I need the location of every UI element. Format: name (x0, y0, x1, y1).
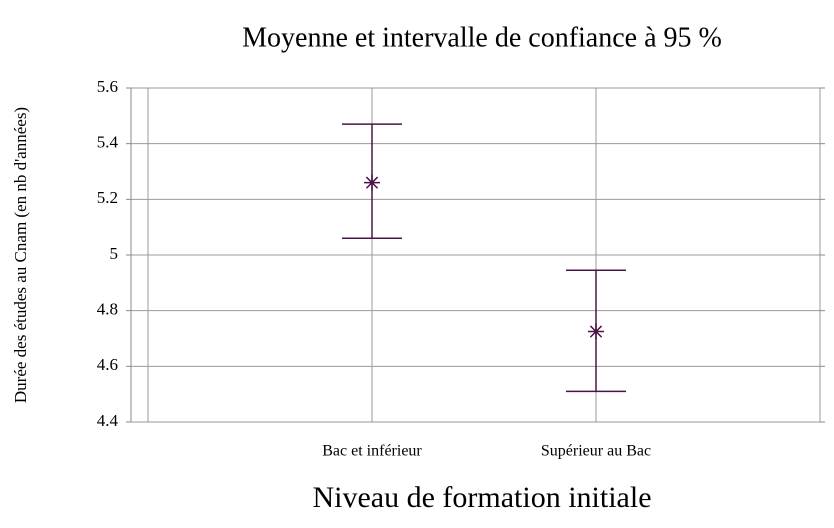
mean-marker (364, 174, 380, 191)
mean-marker (588, 323, 604, 340)
x-tick-label: Bac et inférieur (322, 443, 422, 460)
y-tick-label: 4.4 (97, 411, 119, 430)
x-tick-label: Supérieur au Bac (541, 443, 651, 460)
y-tick-label: 4.8 (97, 300, 118, 319)
y-tick-label: 5.6 (97, 77, 118, 96)
y-axis-label: Durée des études au Cnam (en nb d'années… (11, 107, 30, 403)
y-tick-label: 5.4 (97, 133, 119, 152)
x-axis-label: Niveau de formation initiale (312, 481, 651, 514)
y-tick-label: 4.6 (97, 355, 118, 374)
y-tick-label: 5.2 (97, 188, 118, 207)
chart-title: Moyenne et intervalle de confiance à 95 … (242, 22, 722, 53)
y-tick-label: 5 (110, 244, 119, 263)
